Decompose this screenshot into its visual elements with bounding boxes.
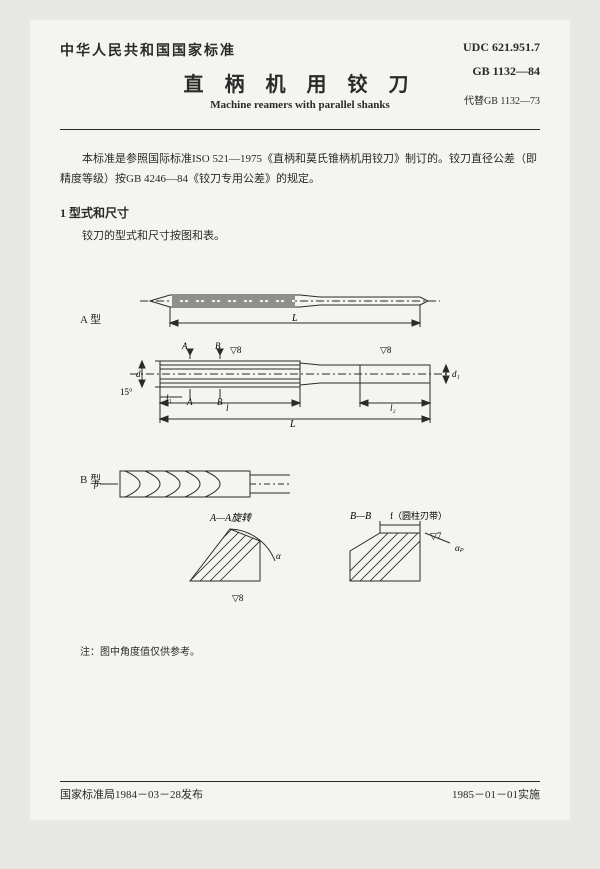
gb-code: GB 1132—84 (472, 64, 540, 79)
organization-name: 中华人民共和国国家标准 (60, 40, 236, 60)
dim-d1: d₁ (452, 369, 460, 379)
udc-code: UDC 621.951.7 (463, 40, 540, 60)
dim-l2: l₂ (390, 403, 396, 413)
page: 中华人民共和国国家标准 UDC 621.951.7 直 柄 机 用 铰 刀 Ma… (30, 20, 570, 820)
dim-L-overall: L (289, 419, 296, 430)
reamer-drawing: L (60, 271, 540, 631)
f-label: f（圆柱刃带） (390, 510, 447, 521)
roughness-4: ▽7 (430, 531, 442, 541)
roughness-3: ▽8 (232, 593, 244, 603)
roughness-2: ▽8 (380, 345, 392, 355)
alpha-label: α (276, 551, 281, 561)
footnote: 注：图中角度值仅供参考。 (60, 643, 540, 658)
section-a-mark: A (181, 341, 188, 351)
section-b-mark2: B (217, 397, 223, 407)
alpha-p-label: αₚ (455, 543, 464, 553)
section-1-text: 铰刀的型式和尺寸按图和表。 (60, 227, 540, 243)
dim-l1: l₁ (166, 393, 172, 403)
type-b-label: B 型 (80, 471, 101, 487)
intro-paragraph: 本标准是参照国际标准ISO 521—1975《直柄和莫氏锥柄机用铰刀》制订的。铰… (60, 150, 540, 190)
dim-15deg: 15° (120, 387, 133, 397)
dim-l: l (226, 403, 229, 413)
section-a-mark2: A (186, 397, 193, 407)
type-a-label: A 型 (80, 311, 101, 327)
roughness-1: ▽8 (230, 345, 242, 355)
replace-code: 代替GB 1132—73 (464, 92, 540, 107)
effective-date: 1985－01－01实施 (452, 786, 540, 802)
header: 中华人民共和国国家标准 UDC 621.951.7 直 柄 机 用 铰 刀 Ma… (60, 40, 540, 130)
dim-d: d (136, 369, 141, 379)
header-top-row: 中华人民共和国国家标准 UDC 621.951.7 (60, 40, 540, 60)
dim-L-a: L (291, 313, 298, 324)
issue-date: 国家标准局1984－03－28发布 (60, 786, 203, 802)
section-aa-label: A—A旋转 (209, 512, 253, 524)
section-1-heading: 1 型式和尺寸 (60, 204, 540, 221)
section-bb-label: B—B (350, 511, 371, 522)
section-b-mark: B (215, 341, 221, 351)
technical-diagram: A 型 B 型 L (60, 271, 540, 631)
footer: 国家标准局1984－03－28发布 1985－01－01实施 (60, 781, 540, 802)
